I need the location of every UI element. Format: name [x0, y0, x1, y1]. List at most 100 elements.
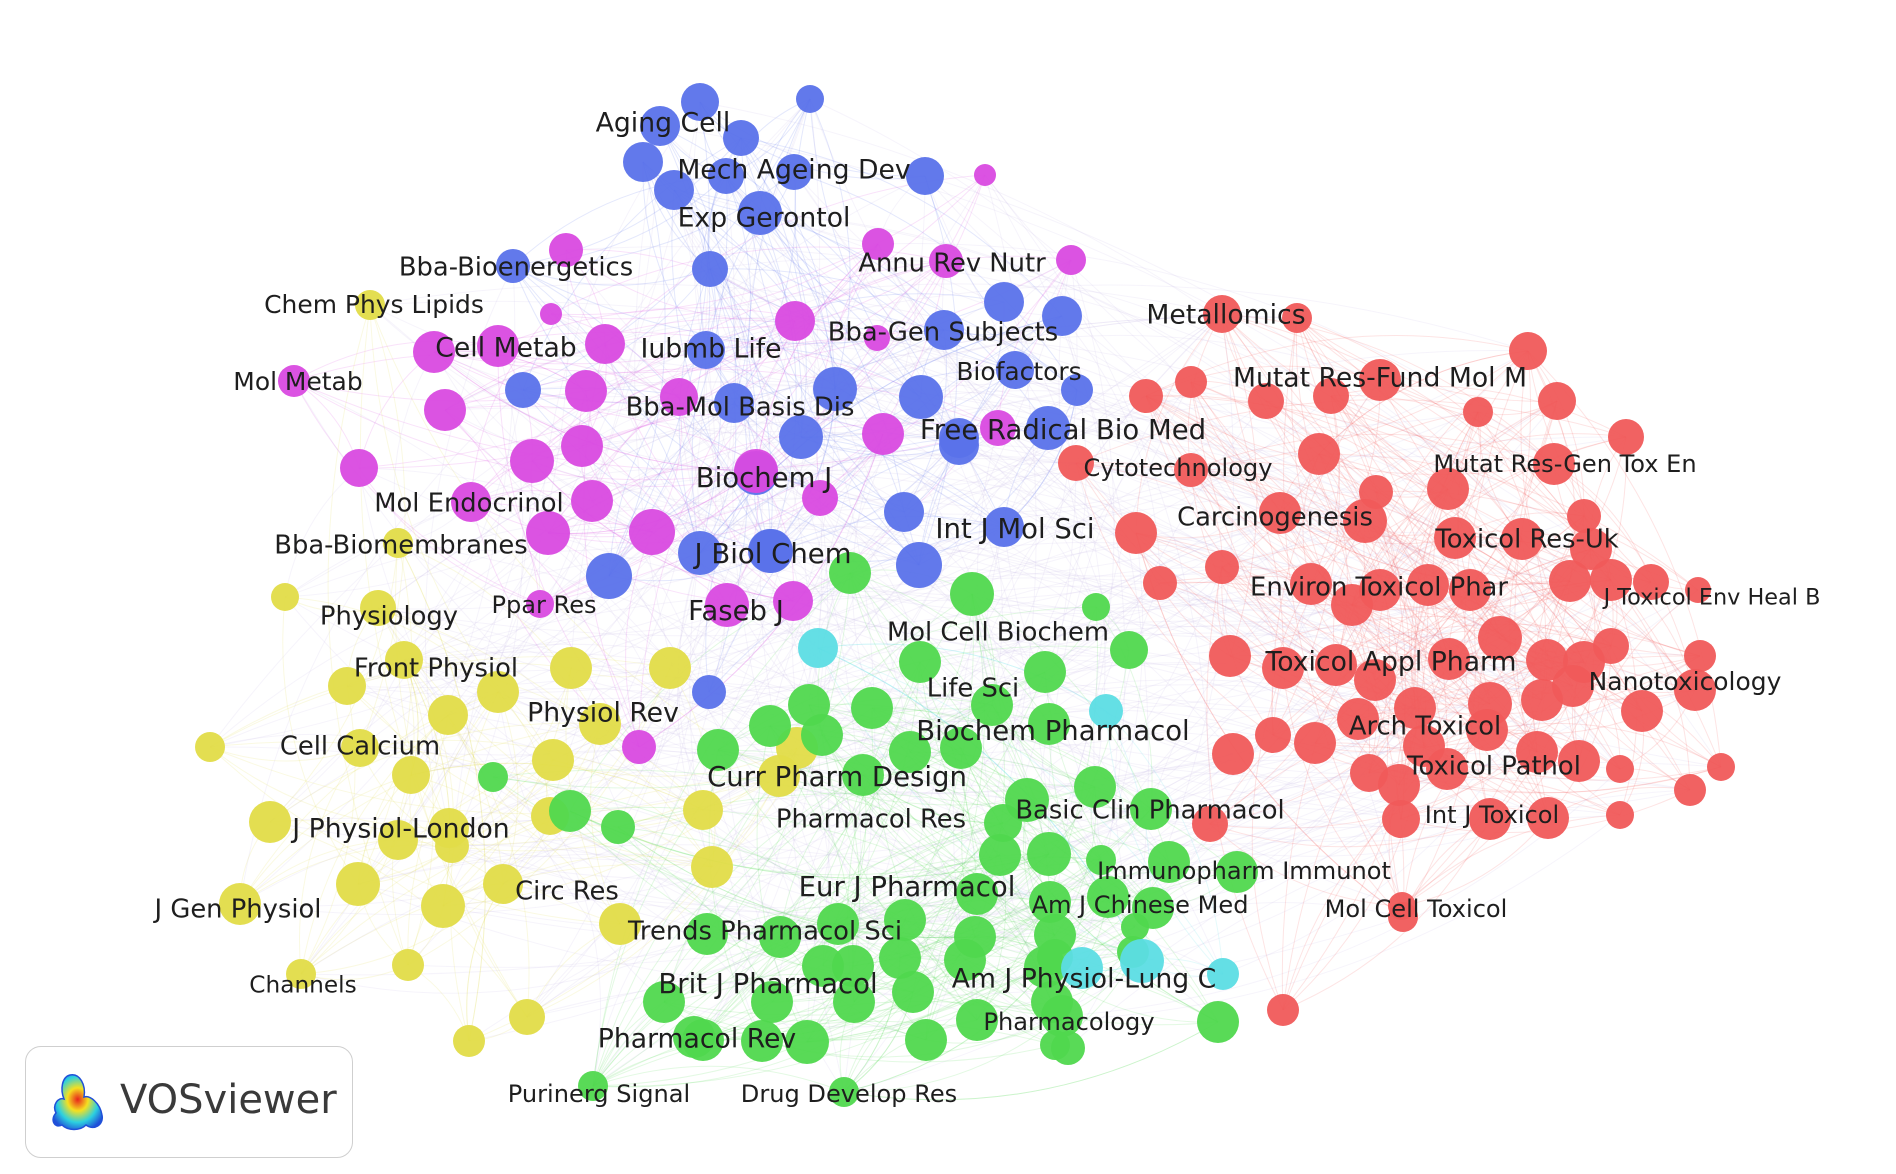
node-red[interactable] — [1174, 453, 1208, 487]
node-blue[interactable] — [924, 310, 964, 350]
node-green[interactable] — [686, 913, 728, 955]
node-yellow[interactable] — [249, 801, 291, 843]
node-blue[interactable] — [496, 249, 530, 283]
node-green[interactable] — [751, 981, 793, 1023]
node-purple[interactable] — [980, 410, 1016, 446]
node-label-int-j-toxicol[interactable]: Int J Toxicol — [1425, 801, 1559, 829]
node-red[interactable] — [1382, 800, 1420, 838]
node-green[interactable] — [1029, 881, 1071, 923]
node-red[interactable] — [1175, 366, 1207, 398]
node-red[interactable] — [1608, 419, 1644, 455]
node-yellow[interactable] — [599, 903, 641, 945]
node-purple[interactable] — [278, 365, 310, 397]
node-label-toxicol-res-uk[interactable]: Toxicol Res-Uk — [1434, 525, 1618, 555]
node-label-cell-metab[interactable]: Cell Metab — [435, 333, 576, 364]
node-green[interactable] — [971, 684, 1013, 726]
node-red[interactable] — [1684, 640, 1716, 672]
node-blue[interactable] — [884, 492, 924, 532]
node-label-nanotoxicology[interactable]: Nanotoxicology — [1589, 667, 1782, 696]
node-label-toxicol-pathol[interactable]: Toxicol Pathol — [1406, 752, 1581, 782]
node-red[interactable] — [1407, 564, 1449, 606]
node-yellow[interactable] — [336, 862, 380, 906]
node-green[interactable] — [1051, 1031, 1085, 1065]
node-red[interactable] — [1212, 733, 1254, 775]
node-label-exp-gerontol[interactable]: Exp Gerontol — [678, 203, 851, 234]
node-label-mol-cell-biochem[interactable]: Mol Cell Biochem — [887, 618, 1109, 648]
node-purple[interactable] — [540, 303, 562, 325]
node-green[interactable] — [1028, 703, 1070, 745]
node-yellow[interactable] — [421, 884, 465, 928]
node-label-bba-biomembranes[interactable]: Bba-Biomembranes — [274, 531, 528, 561]
node-green[interactable] — [905, 1019, 947, 1061]
node-red[interactable] — [1298, 433, 1340, 475]
node-blue[interactable] — [738, 191, 782, 235]
node-label-toxicol-appl-pharm[interactable]: Toxicol Appl Pharm — [1265, 647, 1517, 678]
node-cyan[interactable] — [1120, 939, 1164, 983]
node-red[interactable] — [1463, 397, 1493, 427]
node-label-cell-calcium[interactable]: Cell Calcium — [280, 732, 440, 762]
node-red[interactable] — [1526, 639, 1568, 681]
node-yellow[interactable] — [392, 756, 430, 794]
node-blue[interactable] — [813, 367, 857, 411]
node-purple[interactable] — [775, 301, 815, 341]
node-red[interactable] — [1606, 801, 1634, 829]
node-purple[interactable] — [705, 583, 749, 627]
node-label-physiology[interactable]: Physiology — [320, 602, 458, 632]
node-label-mol-endocrinol[interactable]: Mol Endocrinol — [374, 489, 563, 519]
node-red[interactable] — [1449, 569, 1491, 611]
node-red[interactable] — [1549, 560, 1591, 602]
node-blue[interactable] — [692, 251, 728, 287]
node-green[interactable] — [851, 687, 893, 729]
node-label-brit-j-pharmacol[interactable]: Brit J Pharmacol — [658, 968, 877, 1000]
node-green[interactable] — [759, 916, 801, 958]
node-red[interactable] — [1590, 559, 1632, 601]
node-yellow[interactable] — [532, 739, 574, 781]
node-green[interactable] — [833, 981, 875, 1023]
node-purple[interactable] — [864, 325, 890, 351]
node-yellow[interactable] — [392, 949, 424, 981]
node-green[interactable] — [801, 714, 843, 756]
node-green[interactable] — [892, 971, 934, 1013]
node-label-life-sci[interactable]: Life Sci — [927, 674, 1019, 704]
node-green[interactable] — [899, 641, 941, 683]
node-yellow[interactable] — [341, 729, 379, 767]
node-label-bba-bioenergetics[interactable]: Bba-Bioenergetics — [399, 253, 633, 283]
node-purple[interactable] — [660, 378, 698, 416]
node-cyan[interactable] — [798, 628, 838, 668]
node-green[interactable] — [1110, 631, 1148, 669]
node-green[interactable] — [643, 981, 685, 1023]
node-blue[interactable] — [678, 531, 722, 575]
node-blue[interactable] — [796, 85, 824, 113]
node-green[interactable] — [884, 899, 926, 941]
node-yellow[interactable] — [683, 790, 723, 830]
node-purple[interactable] — [561, 425, 603, 467]
node-green[interactable] — [697, 729, 739, 771]
node-red[interactable] — [1509, 332, 1547, 370]
node-green[interactable] — [956, 999, 998, 1041]
node-cyan[interactable] — [1061, 947, 1103, 989]
node-red[interactable] — [1570, 528, 1612, 570]
node-purple[interactable] — [629, 509, 675, 555]
node-red[interactable] — [1621, 690, 1663, 732]
node-purple[interactable] — [565, 370, 607, 412]
node-green[interactable] — [1024, 651, 1066, 693]
node-red[interactable] — [1359, 359, 1401, 401]
node-label-physiol-rev[interactable]: Physiol Rev — [527, 698, 679, 729]
node-blue[interactable] — [654, 170, 694, 210]
node-red[interactable] — [1337, 698, 1379, 740]
node-yellow[interactable] — [286, 959, 316, 989]
node-yellow[interactable] — [378, 820, 418, 860]
node-label-mol-metab[interactable]: Mol Metab — [233, 367, 362, 396]
node-red[interactable] — [1501, 518, 1543, 560]
node-blue[interactable] — [776, 154, 812, 190]
node-green[interactable] — [1082, 593, 1110, 621]
node-purple[interactable] — [734, 449, 778, 493]
node-red[interactable] — [1129, 379, 1163, 413]
node-blue[interactable] — [623, 142, 663, 182]
node-blue[interactable] — [906, 157, 944, 195]
node-label-biochem-j[interactable]: Biochem J — [696, 462, 833, 494]
node-red[interactable] — [1427, 468, 1469, 510]
node-green[interactable] — [578, 1071, 608, 1101]
node-red[interactable] — [1058, 445, 1094, 481]
node-label-chem-phys-lipids[interactable]: Chem Phys Lipids — [264, 290, 484, 319]
